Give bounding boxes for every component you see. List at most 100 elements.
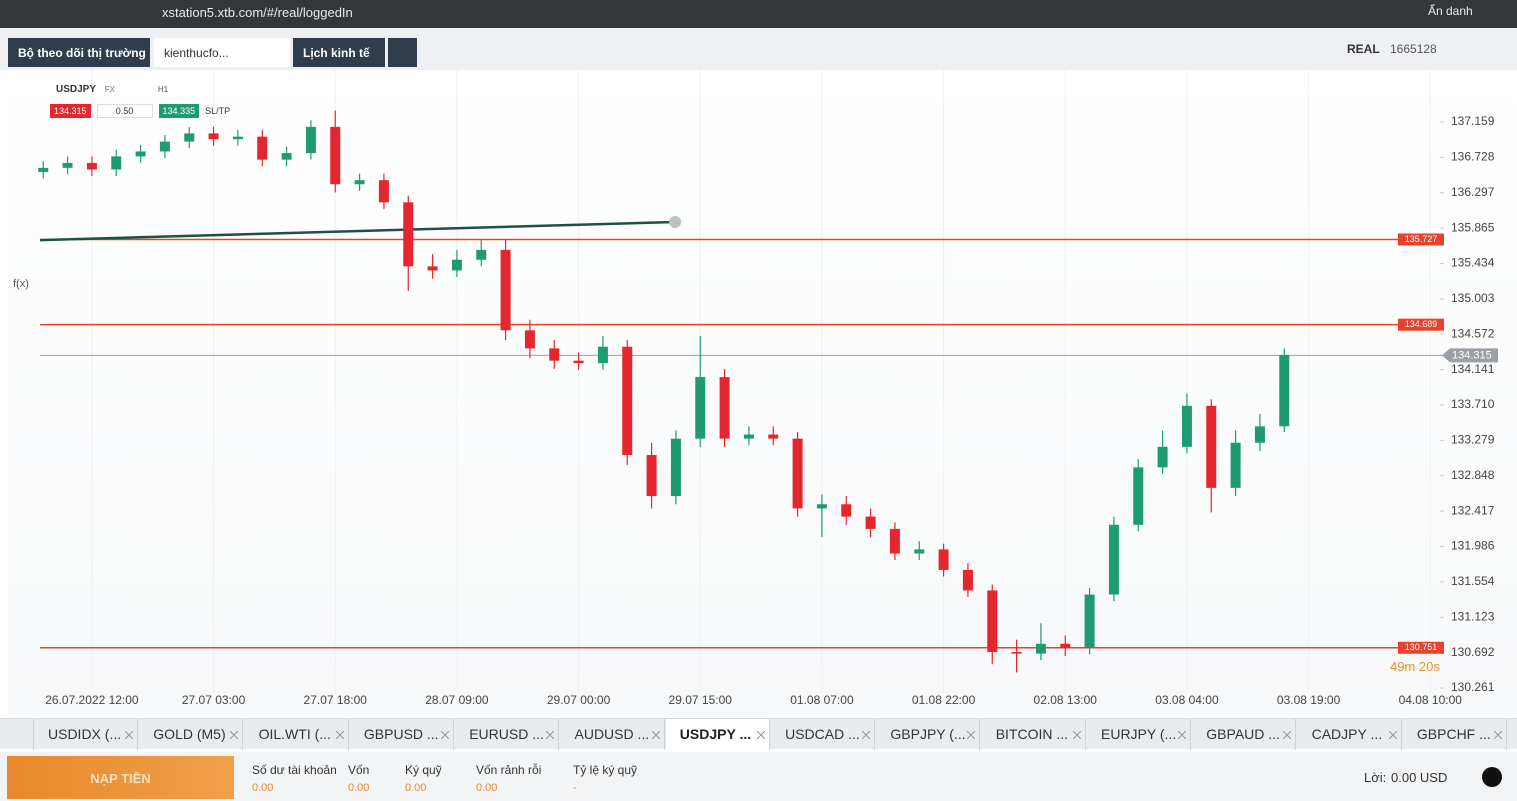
footer: NẠP TIỀN Lời: 0.00 USD Số dư tài khoản 0.… [0,752,1517,801]
instrument-tab[interactable]: USDCAD ... [771,719,876,750]
candle-body [549,348,560,361]
close-tab[interactable] [1178,731,1186,739]
buy-price[interactable]: 134.335 [158,104,200,118]
chart-area [8,70,1517,715]
candle-body [232,136,243,140]
y-tick-label: 131.986 [1451,539,1495,553]
candle-body [500,249,511,331]
deposit-button[interactable]: NẠP TIỀN [7,756,234,799]
account-mode: REAL [1347,42,1380,56]
help-icon[interactable] [1482,767,1502,787]
close-tab[interactable] [1072,731,1081,739]
instrument-tab[interactable]: USDJPY ... [665,719,770,750]
instrument-tab[interactable]: BITCOIN ... [982,719,1086,750]
y-tick-label: 136.728 [1451,150,1495,164]
candle-body [111,156,122,170]
x-tick-label: 03.08 04:00 [1155,693,1219,707]
trendline [39,220,676,242]
level-label: 134.689 [1405,319,1438,329]
profit-value: 0.00 USD [1391,770,1448,785]
candle-body [451,259,462,271]
level-tag [1398,641,1444,654]
tab[interactable]: kienthucfo... [154,38,290,67]
instrument-tab[interactable]: EURJPY (... [1087,719,1191,750]
instrument-tab[interactable]: GBPJPY (... [876,719,981,750]
candle-body [1011,651,1022,654]
candle-body [281,153,292,160]
candle-body [38,167,49,172]
candle-body [62,162,73,168]
symbol: USDJPY [56,84,97,95]
last-price-label: 134.315 [1452,349,1492,361]
level-label: 130.751 [1405,642,1438,652]
y-tick-label: 132.417 [1451,503,1495,517]
tab[interactable]: Bộ theo dõi thị trường [8,38,150,67]
close-tab[interactable] [967,731,976,739]
add-tab[interactable] [0,719,34,750]
tab-row: Bộ theo dõi thị trường kienthucfo... Lịc… [0,28,1517,70]
y-tick-label: 133.279 [1451,433,1495,447]
field-label: Số dư tài khoản [252,763,337,777]
close-tab[interactable] [862,731,871,739]
close-tab[interactable] [440,731,449,739]
tab[interactable]: Lịch kinh tế [293,38,385,67]
candle-body [865,516,876,529]
sltp[interactable]: SL/TP [205,106,231,116]
candle-body [305,126,316,154]
x-tick-label: 27.07 18:00 [304,693,368,707]
close-tab[interactable] [335,731,344,739]
profile[interactable]: Ẩn danh [1428,4,1473,18]
x-tick-label: 01.08 07:00 [790,693,854,707]
sell-price[interactable]: 134.315 [50,104,91,118]
x-tick-label: 02.08 13:00 [1034,693,1098,707]
instrument-tab[interactable]: GOLD (M5) [139,719,244,750]
candle-body [1035,643,1046,654]
candle-body [378,180,389,203]
candle-body [1181,405,1192,447]
close-tab[interactable] [125,731,133,739]
account-number[interactable]: 1665128 [1390,42,1437,56]
instrument-tab[interactable]: GBPUSD ... [350,719,454,750]
close-tab[interactable] [1388,731,1397,739]
candle-body [1230,442,1241,488]
instrument-tab[interactable]: GBPAUD ... [1192,719,1297,750]
spread: 0.50 [96,104,153,118]
candle-body [646,455,657,497]
candle-body [573,360,584,364]
instrument-tab[interactable]: OIL.WTI (... [245,719,349,750]
profit-label: Lời: [1364,770,1387,785]
instrument-tab[interactable]: USDIDX (... [34,719,138,750]
field-value: 0.00 [348,782,370,794]
candle-body [841,504,852,517]
y-tick-label: 132.848 [1451,468,1495,482]
candle-body [962,569,973,591]
field-value: 0.00 [252,782,274,794]
url[interactable]: xstation5.xtb.com/#/real/loggedIn [162,5,353,20]
chart: 26.07.2022 12:00 27.07 03:00 27.07 18:00 28… [38,70,1498,707]
candle-body [1254,426,1265,443]
close-tab[interactable] [1493,731,1502,739]
close-tab[interactable] [230,731,239,739]
instrument-tab[interactable]: AUDUSD ... [561,719,665,750]
candle-body [330,126,341,185]
add-tab[interactable] [388,38,417,67]
close-tab[interactable] [546,731,555,739]
x-tick-label: 01.08 22:00 [912,693,976,707]
candle-body [257,136,268,160]
x-tick-label: 26.07.2022 12:00 [45,693,139,707]
field-label: Ký quỹ [405,763,442,777]
instrument-tabs: USDIDX (... GOLD (M5) OIL.WTI (... GBPUSD .… [0,718,1517,750]
close-tab[interactable] [1283,731,1292,739]
instrument-tab[interactable]: GBPCHF ... [1403,719,1507,750]
candle-body [938,549,949,570]
instrument-tab[interactable]: EURUSD ... [455,719,560,750]
instrument-tab[interactable]: CADJPY ... [1298,719,1402,750]
interval[interactable]: H1 [157,85,169,94]
field-label: Vốn rảnh rỗi [476,763,542,777]
close-tab[interactable] [756,731,765,739]
y-tick-label: 135.003 [1451,291,1495,305]
close-tab[interactable] [651,731,660,739]
function-tool[interactable]: f(x) [13,278,29,290]
candle-body [135,151,146,157]
